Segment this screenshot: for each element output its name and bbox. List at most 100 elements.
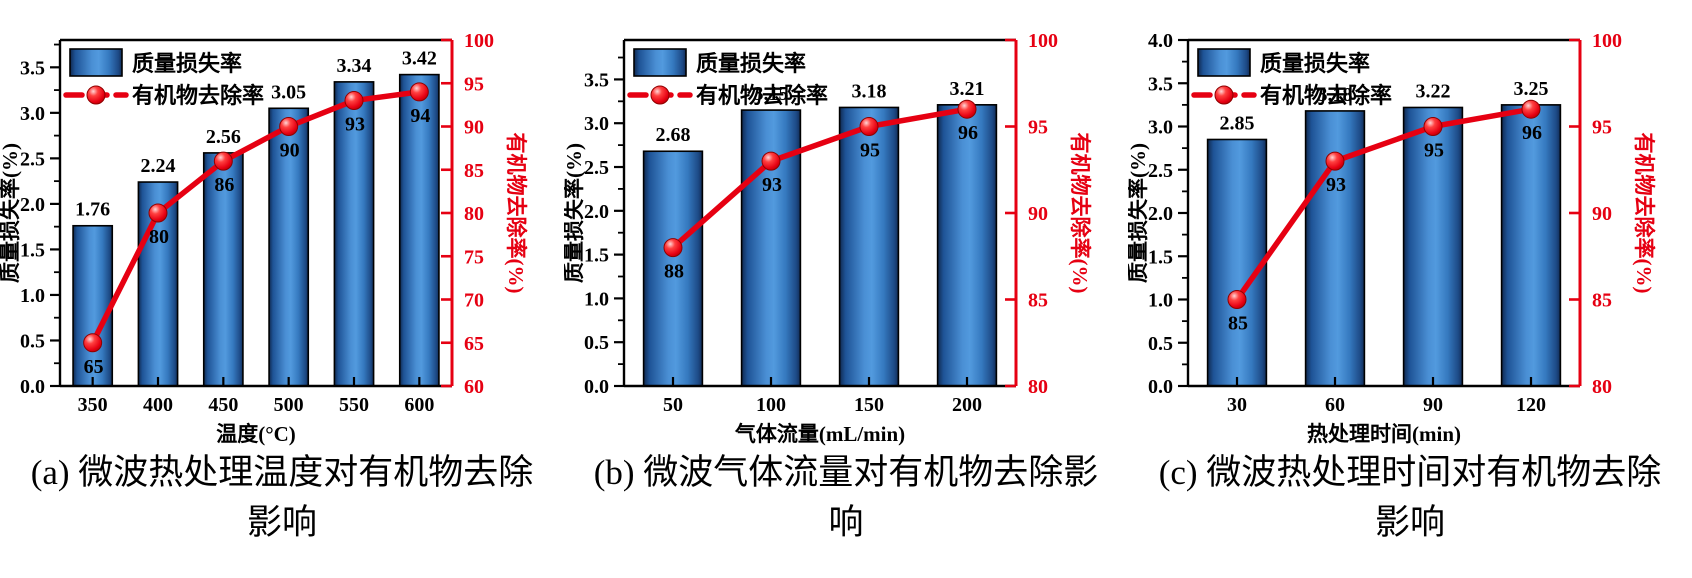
right-tick-label: 80: [464, 203, 484, 225]
bar-label: 2.56: [206, 126, 241, 148]
bar-90: [1402, 106, 1464, 387]
x-tick-label: 450: [208, 394, 238, 416]
line-marker: [957, 99, 977, 119]
caption-b-line1: (b) 微波气体流量对有机物去除影: [593, 453, 1099, 492]
line-point-label: 96: [958, 122, 978, 144]
x-tick-label: 50: [663, 394, 683, 416]
left-axis: 0.0 0.5 1.0 1.5 2.0 2.5 3.0 3.5 4.0: [1148, 30, 1188, 398]
x-tick-label: 550: [339, 394, 369, 416]
left-tick-label: 0.5: [20, 330, 45, 352]
chart-panel-c: 2.85 3.18 3.22 3.25 0.0 0.5 1.0 1.5 2.0 2.5 3.0 3.5…: [1128, 0, 1692, 578]
line-marker: [1521, 99, 1541, 119]
left-tick-label: 3.5: [20, 57, 45, 79]
right-tick-label: 90: [1592, 203, 1612, 225]
right-axis: 80 85 90 95 100: [1569, 30, 1622, 398]
left-tick-label: 1.0: [584, 288, 609, 310]
right-tick-label: 95: [1592, 117, 1612, 139]
line-marker: [344, 91, 364, 111]
x-tick-label: 600: [404, 394, 434, 416]
bar-350: [72, 224, 114, 387]
x-axis-title: 温度(°C): [216, 422, 296, 446]
left-tick-label: 2.0: [584, 201, 609, 223]
line-point-label: 93: [345, 114, 365, 136]
bar-label: 3.25: [1514, 78, 1549, 100]
left-tick-label: 1.5: [584, 245, 609, 267]
line-marker: [1325, 151, 1345, 171]
line-marker: [148, 203, 168, 223]
legend-line-label: 有机物去除率: [696, 83, 828, 108]
right-tick-label: 90: [1028, 203, 1048, 225]
bar-label: 2.24: [141, 155, 176, 177]
right-axis-title: 有机物去除率(%): [1068, 133, 1092, 294]
legend-line-label: 有机物去除率: [132, 83, 264, 108]
x-axis-title: 气体流量(mL/min): [734, 422, 905, 446]
right-tick-label: 100: [1592, 30, 1622, 52]
bar-label: 3.34: [337, 55, 372, 77]
bar-value-labels: 1.76 2.24 2.56 3.05 3.34 3.42: [75, 48, 437, 221]
legend-bar-label: 质量损失率: [696, 51, 806, 76]
line-point-label: 85: [1228, 313, 1248, 335]
bar-500: [268, 107, 310, 387]
left-tick-label: 0.0: [20, 376, 45, 398]
line-series: 85 93 95 96: [1227, 99, 1542, 335]
left-axis: 0.0 0.5 1.0 1.5 2.0 2.5 3.0 3.5: [20, 43, 60, 398]
line-point-label: 95: [1424, 140, 1444, 162]
bar-label: 2.85: [1220, 112, 1255, 134]
legend-bar-swatch: [633, 48, 687, 77]
left-tick-label: 3.5: [1148, 73, 1173, 95]
legend-bar-label: 质量损失率: [1260, 51, 1370, 76]
left-tick-label: 2.5: [1148, 160, 1173, 182]
x-tick-label: 500: [274, 394, 304, 416]
right-tick-label: 85: [1592, 290, 1612, 312]
line-series: 65 80 86 90 93 94: [83, 82, 430, 378]
line-marker: [279, 117, 299, 136]
right-tick-label: 95: [464, 73, 484, 95]
left-axis: 0.0 0.5 1.0 1.5 2.0 2.5 3.0 3.5: [584, 56, 624, 398]
bar-series: [72, 73, 440, 387]
right-tick-label: 85: [1028, 290, 1048, 312]
left-tick-label: 3.0: [584, 113, 609, 135]
line-point-label: 93: [1326, 174, 1346, 196]
plot-frame: [622, 38, 1018, 388]
legend-line-label: 有机物去除率: [1260, 83, 1392, 108]
left-tick-label: 1.0: [20, 285, 45, 307]
right-tick-label: 65: [464, 333, 484, 355]
line-point-label: 95: [860, 140, 880, 162]
left-axis-title: 质量损失率(%): [0, 143, 22, 283]
chart-panel-a: 1.76 2.24 2.56 3.05 3.34 3.42 0.0 0.5 1.0 1.5 2.0 2…: [0, 0, 564, 578]
legend-line-marker: [1214, 85, 1234, 105]
line-marker: [83, 333, 103, 353]
x-tick-label: 350: [78, 394, 108, 416]
left-tick-label: 0.0: [584, 376, 609, 398]
line-marker: [663, 238, 683, 258]
legend-bar-label: 质量损失率: [132, 51, 242, 76]
line-point-label: 93: [762, 174, 782, 196]
caption-c-line2: 影响: [1374, 503, 1445, 542]
line-marker: [859, 117, 879, 136]
caption-b: (b) 微波气体流量对有机物去除影 响: [564, 448, 1128, 548]
right-tick-label: 95: [1028, 117, 1048, 139]
bar-200: [936, 104, 998, 387]
bar-label: 3.21: [950, 78, 985, 100]
left-tick-label: 2.5: [20, 148, 45, 170]
right-axis-title: 有机物去除率(%): [504, 133, 528, 294]
legend-line-marker: [650, 85, 670, 105]
line-marker: [1227, 290, 1247, 309]
bar-label: 1.76: [75, 199, 110, 221]
bar-value-labels: 2.85 3.18 3.22 3.25: [1220, 78, 1549, 135]
line-point-label: 94: [410, 105, 430, 127]
line-marker: [213, 151, 233, 171]
left-tick-label: 1.5: [1148, 246, 1173, 268]
bar-label: 3.42: [402, 48, 437, 70]
caption-a: (a) 微波热处理温度对有机物去除 影响: [0, 448, 564, 548]
x-tick-label: 90: [1423, 394, 1443, 416]
left-tick-label: 0.5: [584, 332, 609, 354]
right-tick-label: 80: [1592, 376, 1612, 398]
bar-600: [398, 73, 440, 387]
chart-svg-a: 1.76 2.24 2.56 3.05 3.34 3.42 0.0 0.5 1.0 1.5 2.0 2…: [0, 30, 528, 446]
left-tick-label: 2.0: [20, 194, 45, 216]
left-axis-title: 质量损失率(%): [1128, 143, 1150, 283]
